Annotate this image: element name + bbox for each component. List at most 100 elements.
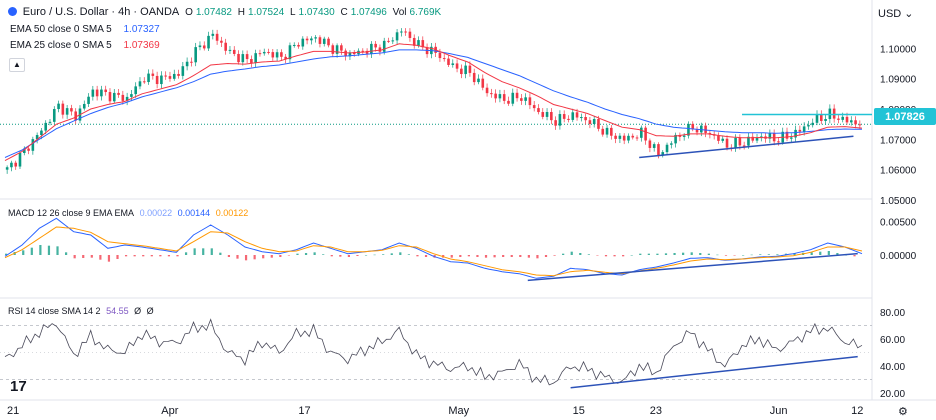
candle-body — [250, 59, 253, 64]
candle-body — [395, 32, 399, 41]
macd-histogram-bar — [716, 254, 719, 256]
candle-body — [605, 127, 609, 135]
candle-body — [35, 135, 39, 140]
ema25-value: 1.07369 — [123, 40, 160, 51]
macd-histogram-bar — [810, 252, 813, 255]
candle-body — [194, 47, 197, 63]
macd-histogram-bar — [22, 250, 25, 255]
candle-body — [858, 124, 862, 126]
candle-body — [177, 73, 180, 76]
candle-body — [554, 120, 557, 126]
macd-histogram-bar — [116, 255, 119, 259]
macd-histogram-bar — [244, 255, 248, 261]
candle-body — [331, 45, 335, 54]
macd-histogram-bar — [399, 252, 402, 255]
candle-body — [340, 45, 343, 51]
macd-histogram-bar — [819, 251, 822, 255]
candle-body — [854, 120, 857, 125]
macd-histogram-bar — [30, 247, 33, 255]
candle-body — [464, 65, 467, 75]
candle-body — [832, 108, 836, 119]
candle-body — [592, 119, 596, 124]
macd-value-3: 0.00122 — [215, 208, 249, 218]
macd-histogram-bar — [742, 255, 745, 256]
candle-body — [104, 89, 107, 93]
candle-body — [130, 94, 133, 97]
candle-body — [768, 133, 772, 139]
candle-body — [742, 145, 746, 147]
current-price-tag: 1.07826 — [874, 108, 936, 125]
symbol-legend[interactable]: Euro / U.S. Dollar · 4h · OANDA O 1.07482… — [8, 6, 444, 18]
macd-axis-tick: 0.00500 — [880, 218, 917, 229]
candle-body — [460, 68, 463, 75]
macd-histogram-bar — [150, 255, 153, 257]
macd-value-1: 0.00022 — [139, 208, 173, 218]
candle-body — [502, 94, 506, 101]
collapse-legend-button[interactable]: ▲ — [9, 58, 25, 72]
candle-body — [374, 43, 377, 48]
candle-body — [472, 72, 476, 83]
candle-body — [417, 40, 420, 46]
macd-histogram-bar — [767, 254, 770, 255]
macd-histogram-bar — [527, 255, 530, 258]
macd-histogram-bar — [219, 252, 222, 255]
candle-body — [468, 65, 472, 73]
candle-body — [421, 40, 425, 48]
candle-body — [618, 135, 622, 139]
candle-body — [5, 167, 9, 170]
macd-histogram-bar — [262, 255, 265, 259]
macd-histogram-bar — [407, 254, 410, 255]
candle-body — [815, 114, 819, 123]
candle-body — [100, 89, 103, 97]
candle-body — [87, 96, 90, 104]
candle-body — [438, 52, 442, 59]
ema25-legend[interactable]: EMA 25 close 0 SMA 5 1.07369 — [10, 40, 163, 51]
candle-body — [108, 92, 112, 102]
macd-histogram-bar — [759, 254, 762, 255]
currency-label[interactable]: USD ⌄ — [878, 7, 916, 20]
ema50-legend[interactable]: EMA 50 close 0 SMA 5 1.07327 — [10, 24, 163, 35]
candle-body — [648, 140, 652, 148]
settings-icon[interactable]: ⚙ — [898, 406, 908, 418]
candle-body — [335, 45, 339, 54]
candle-body — [370, 43, 373, 54]
time-axis-tick: 12 — [851, 405, 863, 417]
macd-histogram-bar — [416, 255, 419, 257]
candle-body — [10, 162, 13, 168]
candle-body — [151, 73, 155, 76]
candle-body — [147, 73, 150, 83]
macd-histogram-bar — [707, 253, 710, 255]
candle-body — [627, 135, 630, 141]
macd-histogram-bar — [47, 245, 51, 255]
candle-body — [297, 44, 300, 47]
candle-body — [845, 116, 849, 123]
candle-body — [172, 73, 176, 79]
macd-legend[interactable]: MACD 12 26 close 9 EMA EMA 0.00022 0.001… — [8, 208, 251, 218]
candle-body — [365, 50, 369, 54]
candle-body — [652, 144, 656, 148]
macd-histogram-bar — [450, 255, 453, 258]
macd-histogram-bar — [613, 255, 616, 257]
macd-histogram-bar — [750, 254, 753, 256]
candle-body — [678, 134, 682, 137]
price-axis-tick: 1.09000 — [880, 75, 917, 86]
rsi-legend[interactable]: RSI 14 close SMA 14 2 54.55 Ø Ø — [8, 306, 157, 316]
candle-body — [125, 96, 129, 101]
candle-body — [640, 127, 643, 138]
candle-body — [275, 52, 279, 58]
candle-body — [91, 89, 95, 97]
candle-body — [789, 137, 793, 139]
candle-body — [117, 92, 120, 95]
price-axis-tick: 1.07000 — [880, 135, 917, 146]
candle-body — [61, 103, 65, 115]
candle-body — [228, 49, 232, 51]
macd-histogram-bar — [699, 253, 702, 255]
tradingview-logo[interactable]: 17 — [10, 378, 27, 395]
candle-body — [387, 40, 390, 42]
candle-body — [40, 130, 43, 136]
macd-histogram-bar — [330, 255, 333, 257]
rsi-pane — [0, 318, 872, 389]
macd-histogram-bar — [587, 254, 590, 255]
candle-body — [524, 97, 527, 101]
